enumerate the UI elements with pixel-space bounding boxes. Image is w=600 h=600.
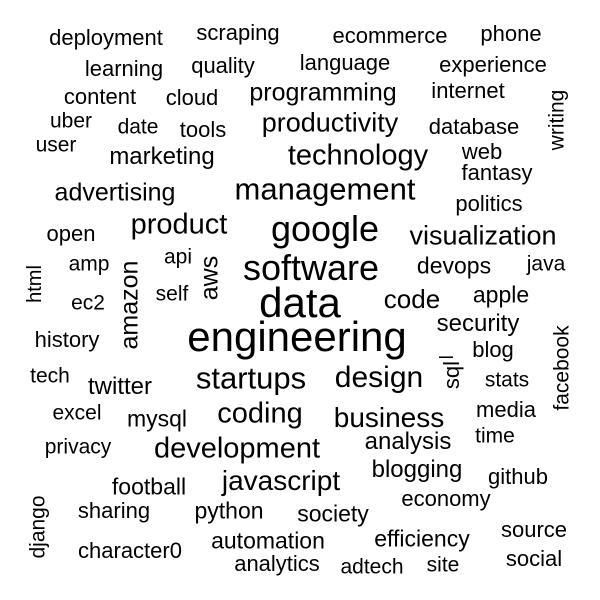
word-sharing: sharing	[77, 498, 151, 523]
word-time: time	[475, 424, 515, 448]
word-facebook: facebook	[550, 325, 574, 411]
word-date: date	[117, 115, 159, 139]
word-apple: apple	[472, 281, 530, 308]
word-content: content	[63, 84, 137, 109]
word-github: github	[488, 464, 548, 489]
word-blog: blog	[472, 337, 514, 362]
word-stats: stats	[484, 368, 530, 392]
word-open: open	[46, 221, 96, 246]
word-product: product	[130, 208, 228, 241]
word-amp: amp	[68, 252, 110, 276]
word-tech: tech	[30, 364, 70, 388]
word-source: source	[500, 517, 568, 542]
word-self: self	[155, 282, 189, 306]
word-character0: character0	[78, 538, 182, 563]
word-java: java	[526, 252, 566, 276]
word-programming: programming	[249, 78, 397, 107]
word-design: design	[334, 361, 424, 394]
word-productivity: productivity	[261, 107, 399, 138]
word-business: business	[333, 402, 445, 433]
word-sql: sql	[439, 360, 464, 390]
word-amazon: amazon	[115, 260, 144, 350]
word-site: site	[426, 553, 460, 577]
word-cloud: cloud	[165, 85, 219, 110]
word-devops: devops	[416, 252, 492, 279]
word-tools: tools	[179, 117, 227, 142]
word-scraping: scraping	[196, 20, 280, 45]
word-data: data	[259, 279, 341, 326]
word-user: user	[35, 133, 77, 157]
word-visualization: visualization	[409, 220, 557, 251]
word-society: society	[297, 500, 369, 527]
word-experience: experience	[439, 52, 547, 77]
word-engineering: engineering	[187, 313, 407, 360]
word-aws: aws	[195, 255, 224, 301]
word-excel: excel	[52, 401, 102, 425]
word-privacy: privacy	[44, 435, 112, 459]
word-phone: phone	[480, 21, 542, 46]
word-google: google	[270, 208, 380, 249]
word-advertising: advertising	[54, 178, 176, 207]
word-efficiency: efficiency	[374, 525, 470, 552]
word-mysql: mysql	[126, 405, 188, 432]
word-uber: uber	[49, 109, 93, 133]
word-deployment: deployment	[49, 25, 163, 50]
word-language: language	[299, 50, 391, 75]
word-api: api	[163, 245, 193, 269]
word-python: python	[194, 497, 264, 524]
word-adtech: adtech	[340, 555, 404, 579]
word-management: management	[234, 171, 416, 207]
word-fantasy: fantasy	[461, 160, 533, 185]
word-analytics: analytics	[234, 551, 320, 576]
word-quality: quality	[191, 53, 255, 78]
word-blogging: blogging	[371, 456, 463, 483]
word-analysis: analysis	[364, 428, 452, 455]
word-code: code	[383, 284, 441, 314]
word-web: web	[461, 139, 503, 164]
word-coding: coding	[217, 397, 303, 430]
word-economy: economy	[401, 486, 491, 511]
word-history: history	[34, 327, 100, 352]
word-social: social	[505, 546, 563, 571]
word-javascript: javascript	[221, 465, 341, 496]
word-django: django	[26, 495, 50, 559]
word-politics: politics	[455, 191, 523, 216]
word-html: html	[24, 265, 46, 303]
word-underscore: _	[439, 332, 453, 359]
word-football: football	[111, 473, 187, 500]
word-internet: internet	[431, 78, 505, 103]
word-startups: startups	[195, 360, 307, 396]
word-development: development	[153, 432, 321, 465]
word-software: software	[242, 247, 380, 288]
word-ec2: ec2	[71, 291, 105, 315]
word-marketing: marketing	[109, 143, 215, 170]
word-learning: learning	[84, 56, 164, 81]
word-database: database	[428, 114, 520, 139]
word-ecommerce: ecommerce	[332, 23, 448, 48]
word-technology: technology	[287, 139, 429, 172]
word-automation: automation	[211, 527, 325, 554]
word-security: security	[436, 310, 520, 337]
word-media: media	[476, 397, 536, 422]
word-writing: writing	[545, 89, 569, 151]
word-twitter: twitter	[87, 373, 153, 400]
